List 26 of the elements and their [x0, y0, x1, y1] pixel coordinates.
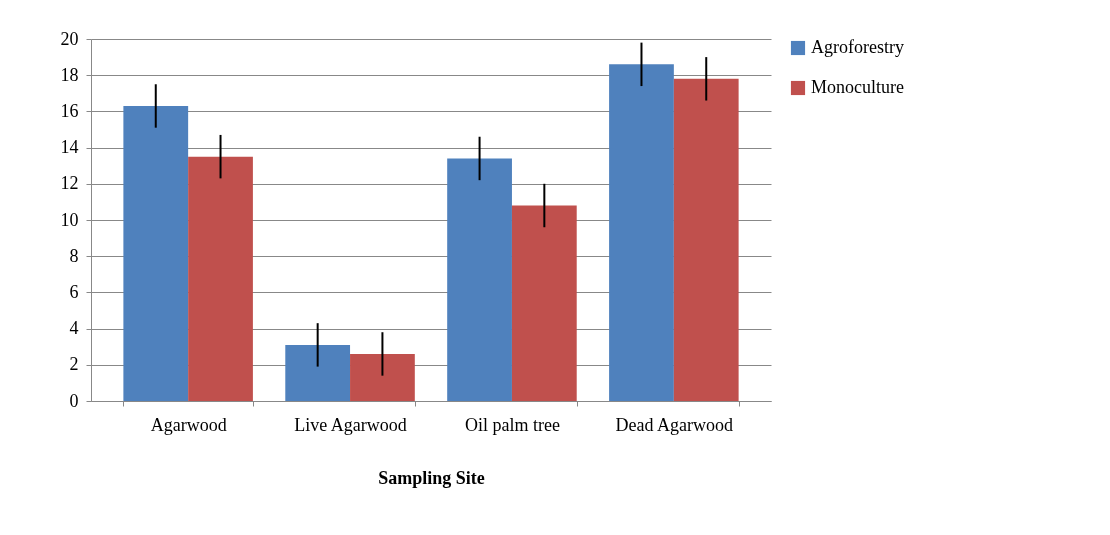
bar	[285, 344, 351, 401]
y-tick-label: 4	[69, 318, 79, 339]
y-tick-label: 6	[69, 281, 79, 302]
x-tick-label: Dead Agarwood	[615, 414, 734, 435]
x-axis-title: Sampling Site	[378, 467, 485, 488]
legend-label: Monoculture	[811, 77, 904, 97]
y-tick-label: 12	[60, 173, 79, 194]
y-tick-label: 10	[60, 209, 79, 230]
y-tick-label: 8	[69, 245, 79, 266]
bar	[609, 64, 674, 401]
y-tick-label: 18	[60, 64, 79, 85]
y-tick-label: 0	[69, 390, 79, 411]
y-tick-label: 14	[60, 137, 79, 158]
legend-label: Agroforestry	[811, 37, 904, 57]
x-tick-label: Agarwood	[150, 414, 227, 435]
bar	[673, 78, 739, 401]
x-tick-label: Oil palm tree	[464, 414, 560, 435]
bar	[447, 158, 512, 401]
bar	[123, 105, 189, 401]
y-tick-label: 2	[69, 354, 79, 375]
y-tick-label: 20	[60, 28, 79, 49]
bar	[511, 205, 577, 401]
bar	[350, 353, 415, 401]
y-tick-label: 16	[60, 100, 79, 121]
bar	[188, 156, 253, 401]
x-tick-label: Live Agarwood	[294, 414, 407, 435]
